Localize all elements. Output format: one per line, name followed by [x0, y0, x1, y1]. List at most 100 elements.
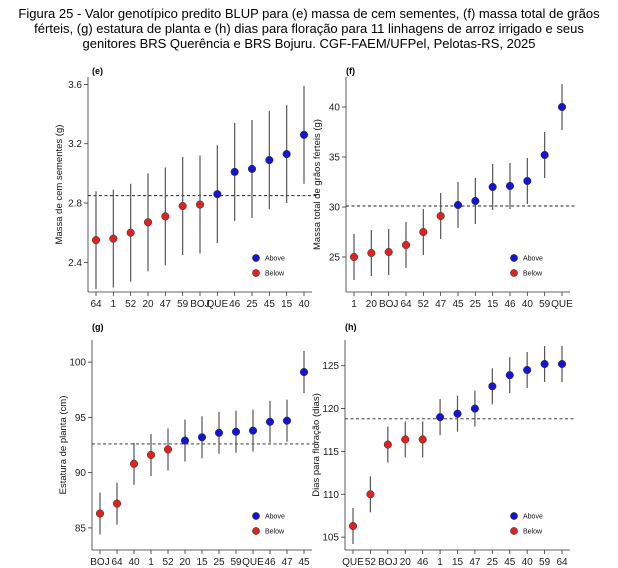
data-point: [143, 218, 153, 227]
y-axis-label: Massa de cem sementes (g): [54, 125, 65, 245]
panel-label: (h): [345, 322, 357, 332]
x-tick-label: 52: [418, 299, 430, 310]
data-point: [95, 509, 105, 518]
x-tick-label: BOJ: [90, 557, 109, 568]
data-point: [213, 190, 222, 199]
x-tick-label: 59: [230, 557, 242, 568]
figure-caption: Figura 25 - Valor genotípico predito BLU…: [6, 6, 612, 51]
x-tick-label: 1: [148, 557, 154, 568]
panel-label: (g): [92, 322, 104, 332]
y-tick-label: 30: [329, 203, 341, 214]
x-tick-label: 40: [128, 557, 140, 568]
x-tick-label: 1: [351, 299, 357, 310]
data-point: [383, 440, 392, 449]
x-tick-label: 47: [435, 299, 447, 310]
y-axis-label: Dias para floração (dias): [311, 393, 322, 497]
data-point: [384, 247, 393, 257]
legend-above-label: Above: [265, 514, 285, 521]
legend-below-label: Below: [265, 529, 285, 536]
data-point: [523, 365, 532, 375]
y-tick-label: 85: [75, 523, 87, 534]
data-point: [505, 371, 514, 380]
x-tick-label: BOJ: [379, 299, 398, 310]
x-tick-label: 1: [437, 557, 443, 568]
y-tick-label: 90: [75, 468, 87, 479]
x-tick-label: 15: [281, 299, 293, 310]
x-tick-label: 20: [179, 557, 191, 568]
x-tick-label: 46: [417, 557, 429, 568]
legend-above-marker: [252, 254, 260, 262]
x-tick-label: 45: [264, 299, 276, 310]
y-tick-label: 35: [329, 153, 341, 164]
x-tick-label: 45: [452, 299, 464, 310]
data-point: [348, 521, 358, 531]
x-tick-label: 59: [539, 557, 551, 568]
legend-below-marker: [510, 269, 518, 277]
data-point: [146, 450, 156, 459]
panel-1: (f) 25 30 35 40 Massa total de grãos férteis …: [312, 66, 576, 310]
x-tick-label: 52: [365, 557, 377, 568]
x-tick-label: QUE: [551, 299, 573, 310]
x-tick-label: 20: [366, 299, 378, 310]
y-tick-label: 110: [323, 490, 339, 501]
x-tick-label: 47: [469, 557, 481, 568]
data-point: [401, 435, 410, 444]
x-tick-label: 20: [142, 299, 154, 310]
data-point: [453, 200, 463, 210]
x-tick-label: 64: [90, 299, 102, 310]
data-point: [540, 150, 549, 160]
data-point: [419, 227, 428, 237]
legend-below-marker: [252, 527, 260, 535]
legend-above-marker: [252, 512, 260, 520]
x-tick-label: 1: [111, 299, 117, 310]
legend-above-marker: [510, 254, 518, 262]
data-point: [436, 413, 445, 422]
data-point: [488, 182, 497, 192]
caption-line-1: Figura 25 - Valor genotípico predito BLU…: [18, 6, 600, 21]
x-tick-label: 59: [539, 299, 551, 310]
data-point: [366, 490, 375, 499]
data-point: [161, 212, 170, 221]
data-point: [265, 155, 274, 165]
y-tick-label: 95: [75, 413, 87, 424]
data-point: [231, 427, 241, 436]
data-point: [282, 416, 292, 425]
x-tick-label: 52: [125, 299, 137, 310]
y-axis-label: Estatura de planta (cm): [58, 396, 69, 495]
data-point: [214, 428, 224, 437]
legend-below-label: Below: [523, 271, 543, 278]
x-tick-label: 47: [160, 299, 172, 310]
y-tick-label: 120: [322, 404, 339, 415]
data-point: [129, 459, 139, 468]
panel-label: (f): [346, 66, 355, 76]
x-tick-label: 47: [281, 557, 293, 568]
x-tick-label: 64: [556, 557, 568, 568]
x-tick-label: QUE: [206, 299, 228, 310]
y-tick-label: 100: [69, 358, 86, 369]
x-tick-label: 40: [522, 557, 534, 568]
data-point: [91, 236, 101, 245]
legend-above-label: Above: [265, 256, 285, 263]
x-tick-label: 64: [400, 299, 412, 310]
x-tick-label: 15: [452, 557, 464, 568]
legend-below-marker: [252, 269, 260, 277]
data-point: [163, 445, 173, 454]
legend-above-label: Above: [523, 514, 543, 521]
data-point: [349, 252, 359, 262]
legend-below-label: Below: [523, 529, 543, 536]
x-tick-label: QUE: [342, 557, 364, 568]
x-tick-label: 45: [298, 557, 310, 568]
data-point: [230, 167, 239, 176]
x-tick-label: 25: [213, 557, 225, 568]
x-tick-label: BOJ: [378, 557, 397, 568]
x-tick-label: 40: [522, 299, 534, 310]
data-point: [248, 426, 258, 435]
data-point: [282, 150, 291, 159]
data-point: [109, 234, 118, 243]
data-point: [247, 164, 257, 173]
x-tick-label: QUE: [242, 557, 264, 568]
data-point: [471, 196, 480, 206]
data-point: [299, 368, 309, 377]
x-tick-label: 25: [246, 299, 258, 310]
